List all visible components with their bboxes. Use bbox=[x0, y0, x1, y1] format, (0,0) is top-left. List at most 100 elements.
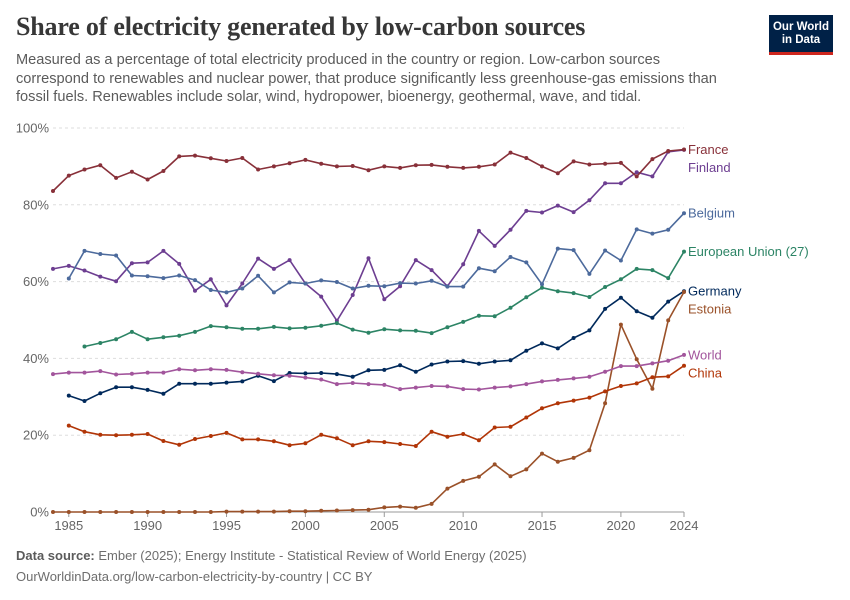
data-source-label: Data source: bbox=[16, 548, 95, 563]
data-point bbox=[145, 337, 150, 342]
data-point bbox=[66, 510, 71, 514]
data-point bbox=[287, 161, 292, 166]
data-point bbox=[51, 189, 55, 193]
logo-text-line2: in Data bbox=[781, 33, 821, 46]
data-point bbox=[193, 437, 197, 441]
data-point bbox=[366, 256, 371, 261]
data-point bbox=[350, 381, 355, 385]
data-point bbox=[398, 281, 403, 286]
data-point bbox=[429, 501, 434, 506]
data-point bbox=[603, 306, 608, 311]
data-point bbox=[161, 248, 166, 253]
line-chart: 0% 20% 40% 60% 80% 100% 1985 1990 1995 2000 2005 20… bbox=[16, 121, 809, 534]
data-point bbox=[382, 505, 387, 510]
data-point bbox=[666, 374, 671, 379]
data-point bbox=[350, 286, 355, 291]
data-point bbox=[66, 423, 71, 428]
data-point bbox=[224, 325, 229, 330]
data-point bbox=[476, 387, 481, 392]
data-point bbox=[587, 328, 592, 333]
data-point bbox=[240, 370, 245, 375]
y-tick-label: 0% bbox=[30, 505, 49, 520]
data-point bbox=[413, 369, 418, 374]
data-point bbox=[413, 328, 418, 333]
data-point bbox=[461, 319, 466, 324]
data-point bbox=[571, 336, 576, 340]
data-point bbox=[114, 175, 119, 180]
data-point bbox=[161, 510, 166, 514]
data-point bbox=[492, 243, 497, 248]
data-point bbox=[540, 164, 544, 169]
data-point bbox=[145, 370, 150, 375]
chart-subtitle: Measured as a percentage of total electr… bbox=[16, 52, 717, 105]
data-point bbox=[634, 381, 639, 386]
x-tick-label: 1995 bbox=[212, 518, 241, 533]
data-point bbox=[429, 331, 434, 336]
data-point bbox=[540, 210, 544, 215]
data-point bbox=[224, 303, 229, 308]
data-point bbox=[145, 432, 150, 436]
data-point bbox=[51, 372, 55, 377]
data-point bbox=[476, 313, 481, 318]
data-point bbox=[193, 510, 197, 514]
data-point bbox=[476, 266, 481, 271]
data-point bbox=[666, 299, 671, 304]
data-point bbox=[492, 162, 497, 167]
data-point bbox=[461, 165, 466, 170]
data-point bbox=[666, 318, 671, 323]
data-point bbox=[445, 164, 450, 169]
data-point bbox=[603, 369, 608, 374]
data-point bbox=[271, 509, 276, 514]
data-point bbox=[208, 381, 213, 386]
data-point bbox=[492, 359, 497, 364]
data-point bbox=[398, 284, 403, 289]
data-point bbox=[208, 277, 213, 282]
y-tick-label: 40% bbox=[23, 351, 49, 366]
x-tick-label: 1985 bbox=[54, 518, 83, 533]
data-point bbox=[618, 295, 623, 300]
data-point bbox=[366, 283, 371, 288]
data-point bbox=[445, 486, 450, 491]
data-point bbox=[287, 443, 292, 448]
data-point bbox=[208, 367, 213, 372]
data-point bbox=[445, 434, 450, 439]
data-point bbox=[334, 508, 339, 513]
x-tick-label: 1990 bbox=[133, 518, 162, 533]
data-point bbox=[366, 368, 371, 373]
data-point bbox=[114, 279, 119, 284]
data-point bbox=[256, 437, 261, 442]
data-point bbox=[476, 361, 481, 366]
data-point bbox=[461, 262, 466, 267]
data-point bbox=[492, 314, 497, 319]
data-point bbox=[603, 389, 608, 394]
data-point bbox=[555, 459, 560, 464]
data-point bbox=[177, 367, 182, 372]
data-point bbox=[650, 375, 655, 380]
data-point bbox=[571, 455, 576, 460]
data-point bbox=[129, 432, 134, 437]
data-point bbox=[303, 157, 308, 162]
data-point bbox=[177, 261, 182, 266]
chart-url[interactable]: OurWorldinData.org/low-carbon-electricit… bbox=[16, 569, 373, 584]
data-point bbox=[429, 162, 434, 167]
data-point bbox=[587, 295, 592, 299]
data-source-text: Ember (2025); Energy Institute - Statist… bbox=[98, 548, 527, 563]
series-label: Germany bbox=[688, 284, 742, 299]
data-point bbox=[271, 379, 276, 384]
x-tick-label: 2000 bbox=[291, 518, 320, 533]
data-point bbox=[666, 276, 671, 281]
data-point bbox=[398, 387, 403, 392]
data-point bbox=[555, 346, 560, 351]
data-point bbox=[587, 162, 592, 167]
data-point bbox=[618, 364, 623, 369]
data-point bbox=[587, 198, 592, 203]
series-label: China bbox=[688, 365, 723, 380]
data-point bbox=[177, 442, 182, 447]
data-point bbox=[66, 393, 71, 398]
data-point bbox=[334, 164, 339, 169]
data-point bbox=[382, 284, 387, 289]
data-point bbox=[461, 387, 466, 392]
data-point bbox=[98, 252, 103, 256]
owid-logo[interactable]: Our World in Data bbox=[769, 15, 833, 55]
y-tick-label: 80% bbox=[23, 197, 49, 212]
